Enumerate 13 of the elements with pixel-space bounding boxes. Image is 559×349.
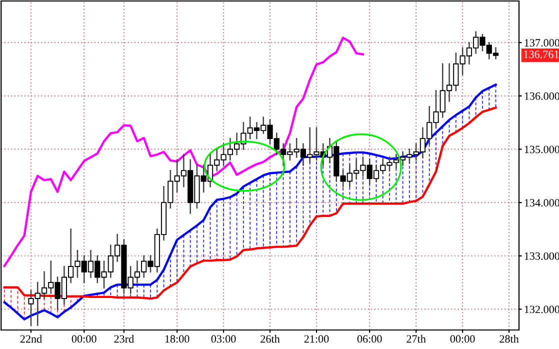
x-tick-label: 28th: [500, 334, 519, 343]
line-series: [3, 36, 364, 268]
x-tick-label: 23rd: [114, 334, 134, 343]
x-tick-label: 27th: [406, 334, 426, 343]
x-tick-label: 06:00: [357, 335, 382, 343]
x-tick-label: 21:00: [304, 335, 329, 343]
x-tick-label: 00:00: [72, 335, 96, 343]
x-tick-label: 26th: [260, 334, 280, 343]
x-tick-label: 18:00: [165, 335, 190, 343]
x-tick-label: 03:00: [211, 335, 236, 343]
x-tick-label: 22nd: [20, 334, 42, 343]
text: 136.761: [524, 50, 559, 58]
x-tick-label: 00:00: [450, 335, 475, 343]
